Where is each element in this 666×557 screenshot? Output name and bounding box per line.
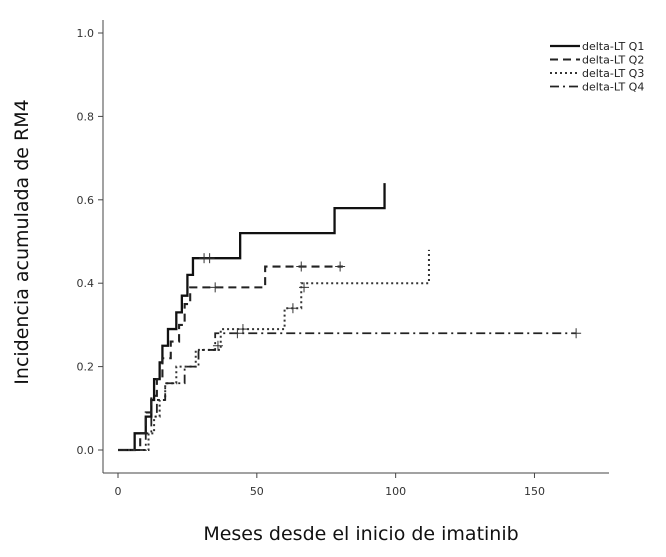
y-tick-label: 0.0 — [77, 444, 95, 457]
plot-area: 0.0 0.2 0.4 0.6 0.8 1.0 0 50 100 150 delta-LT Q1… — [77, 20, 644, 498]
y-tick-label: 0.2 — [77, 361, 95, 374]
x-tick-label: 0 — [115, 485, 122, 498]
censor-mark — [204, 253, 215, 264]
censor-mark — [299, 282, 310, 293]
series-line-2 — [118, 265, 343, 452]
x-axis-ticks: 0 50 100 150 — [115, 473, 545, 498]
y-tick-label: 0.8 — [77, 110, 95, 123]
legend-label-2: delta-LT Q2 — [582, 54, 644, 67]
censor-mark — [296, 261, 307, 272]
censor-mark — [335, 261, 346, 272]
legend-label-1: delta-LT Q1 — [582, 40, 644, 53]
legend-label-3: delta-LT Q3 — [582, 67, 644, 80]
censor-mark — [210, 282, 221, 293]
censor-mark — [212, 340, 223, 351]
y-axis-label: Incidencia acumulada de RM4 — [11, 99, 33, 384]
x-tick-label: 50 — [250, 485, 264, 498]
censor-mark — [571, 328, 582, 339]
x-tick-label: 150 — [524, 485, 545, 498]
series-line-4 — [118, 332, 577, 451]
x-axis-label: Meses desde el inicio de imatinib — [203, 523, 518, 545]
y-tick-label: 1.0 — [77, 27, 95, 40]
censor-mark — [232, 328, 243, 339]
series-line-3 — [118, 249, 430, 451]
y-tick-label: 0.4 — [77, 277, 95, 290]
y-axis-ticks: 0.0 0.2 0.4 0.6 0.8 1.0 — [77, 27, 103, 457]
legend-label-4: delta-LT Q4 — [582, 81, 644, 94]
x-tick-label: 100 — [385, 485, 406, 498]
y-tick-label: 0.6 — [77, 194, 95, 207]
censor-mark — [287, 303, 298, 314]
series-line-1 — [118, 183, 386, 452]
series-layer — [118, 183, 582, 452]
